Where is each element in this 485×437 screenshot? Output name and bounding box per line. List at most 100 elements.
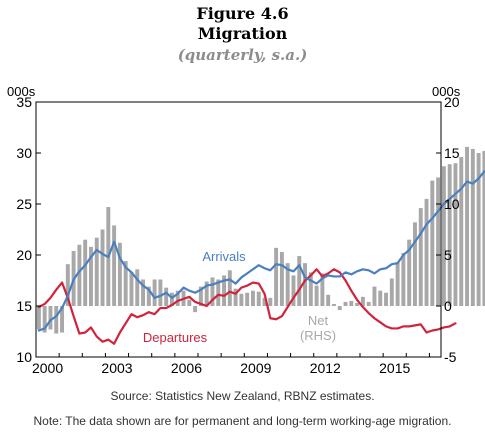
net-bar <box>436 177 441 306</box>
net-bar <box>372 286 377 306</box>
figure-subtitle: (quarterly, s.a.) <box>177 46 308 64</box>
footnote: Note: The data shown are for permanent a… <box>33 414 452 428</box>
net-bar <box>42 306 47 333</box>
x-tick-label: 2006 <box>171 360 202 376</box>
right-tick-label: 0 <box>444 298 452 314</box>
net-bar <box>308 272 313 306</box>
series-label: Net (RHS) <box>300 313 336 343</box>
net-bar <box>453 163 458 306</box>
x-tick-label: 2015 <box>379 360 410 376</box>
x-tick-label: 2012 <box>310 360 341 376</box>
right-tick-label: 20 <box>444 94 460 110</box>
net-bar <box>320 273 325 306</box>
net-bar <box>476 153 481 306</box>
net-bar <box>187 299 192 306</box>
net-bar <box>146 286 151 306</box>
x-tick-label: 2009 <box>240 360 271 376</box>
net-bar <box>216 279 221 306</box>
source-note: Source: Statistics New Zealand, RBNZ est… <box>110 389 375 403</box>
net-bar <box>210 277 215 306</box>
net-bar <box>65 264 70 306</box>
net-bar <box>279 251 284 306</box>
x-tick-label: 2000 <box>32 360 63 376</box>
figure-title-block: Figure 4.6 Migration (quarterly, s.a.) <box>0 4 485 66</box>
net-bar <box>245 292 250 306</box>
net-bars <box>36 146 485 334</box>
net-bar <box>482 150 485 306</box>
plot-border <box>35 101 442 358</box>
net-bar <box>60 306 64 333</box>
right-tick-label: 10 <box>444 196 460 212</box>
net-bar <box>262 297 267 306</box>
net-bar <box>83 239 88 306</box>
net-bar <box>470 148 475 306</box>
net-bar <box>227 270 232 306</box>
left-tick-label: 20 <box>16 247 32 263</box>
net-bar <box>285 263 290 306</box>
net-bar <box>430 180 435 306</box>
net-bar <box>326 294 331 306</box>
figure-title: Migration <box>197 24 288 43</box>
net-bar <box>129 272 134 306</box>
net-bar <box>175 290 180 306</box>
left-tick-label: 10 <box>16 349 32 365</box>
left-tick-label: 15 <box>16 298 32 314</box>
figure-label: Figure 4.6 <box>196 4 289 23</box>
net-bar <box>239 293 244 306</box>
net-bar <box>141 279 145 306</box>
net-bar <box>112 225 117 306</box>
net-bar <box>384 292 388 306</box>
net-bar <box>89 246 93 306</box>
net-bar <box>447 164 452 306</box>
right-tick-label: 5 <box>444 247 452 263</box>
net-bar <box>378 290 383 306</box>
series-labels: Arrivals Departures Net (RHS) <box>143 249 336 345</box>
departures-line <box>37 268 457 345</box>
net-bar <box>251 290 255 306</box>
net-bar <box>135 269 140 306</box>
net-bar <box>100 229 105 306</box>
net-bar <box>94 237 99 306</box>
net-bar <box>303 263 307 306</box>
left-tick-label: 25 <box>16 196 32 212</box>
net-bar <box>366 301 371 306</box>
net-bar <box>395 262 400 306</box>
net-bar <box>349 300 354 306</box>
net-bar <box>297 256 302 306</box>
net-bar <box>274 247 279 306</box>
net-bar <box>332 303 336 306</box>
net-bar <box>54 306 59 334</box>
net-bar <box>407 239 412 306</box>
net-bar <box>233 288 238 306</box>
net-bar <box>222 275 226 306</box>
net-bar <box>36 306 41 330</box>
net-bar <box>355 302 360 306</box>
net-bar <box>198 286 203 306</box>
net-bar <box>164 287 169 306</box>
net-bar <box>193 306 198 313</box>
net-bar <box>401 252 406 306</box>
net-bar <box>337 306 342 311</box>
net-bar <box>117 242 122 306</box>
net-bar <box>343 301 348 306</box>
series-lines <box>37 170 485 345</box>
x-tick-label: 2003 <box>101 360 132 376</box>
net-bar <box>389 278 394 306</box>
net-bar <box>424 198 429 306</box>
net-bar <box>291 275 296 306</box>
right-tick-label: -5 <box>444 349 457 365</box>
right-axis-unit: 000s <box>432 84 461 99</box>
left-tick-label: 35 <box>16 94 32 110</box>
left-tick-label: 30 <box>16 145 32 161</box>
series-label: Departures <box>143 330 208 345</box>
net-bar <box>314 285 319 306</box>
net-bar <box>465 146 469 306</box>
net-bar <box>256 291 261 306</box>
net-bar <box>418 208 423 306</box>
right-tick-label: 15 <box>444 145 460 161</box>
net-bar <box>360 296 365 306</box>
net-bar <box>459 157 464 306</box>
net-bar <box>48 306 53 330</box>
